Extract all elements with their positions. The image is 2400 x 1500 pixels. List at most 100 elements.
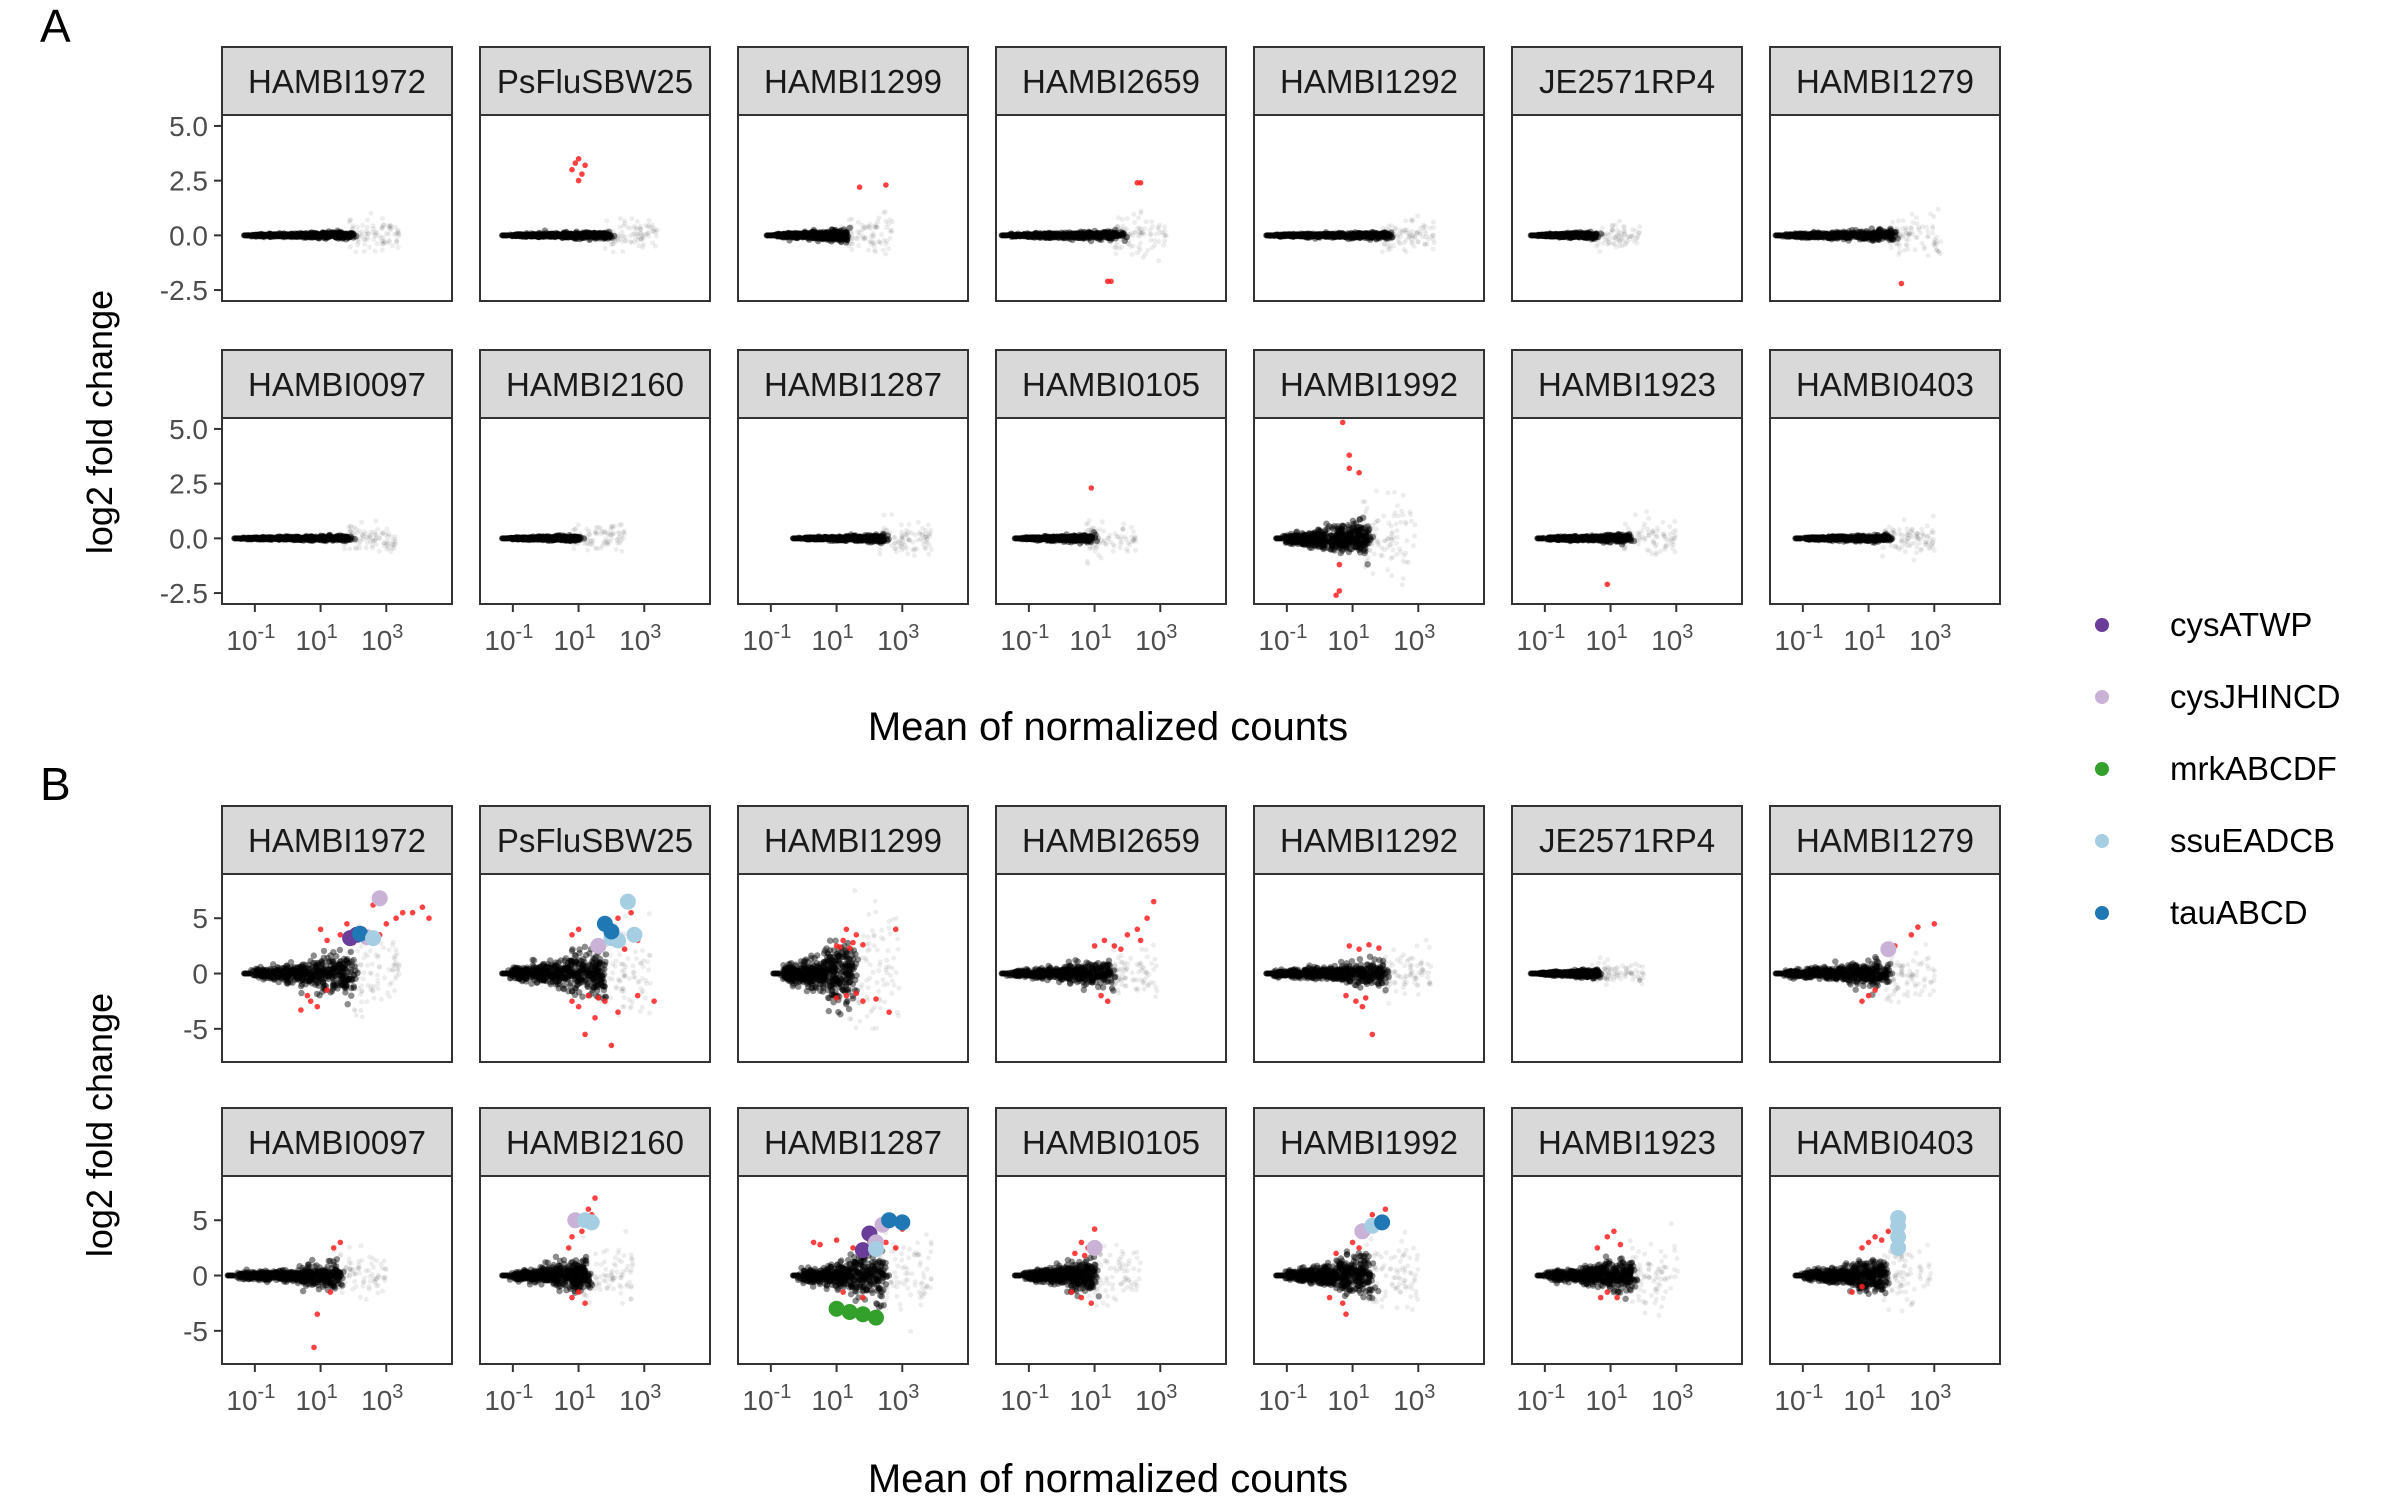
facet-psflusbw25: PsFluSBW25 (480, 47, 710, 301)
background-point (803, 232, 809, 238)
background-point (888, 236, 893, 241)
background-point (876, 216, 881, 221)
background-point (1630, 227, 1635, 232)
background-point (286, 535, 292, 541)
background-point (548, 233, 554, 239)
background-point (1349, 234, 1355, 240)
background-point (796, 232, 802, 238)
background-point (362, 242, 367, 247)
background-point (1606, 232, 1611, 237)
background-point (1910, 212, 1915, 217)
background-point (537, 233, 543, 239)
background-point (1072, 234, 1078, 240)
background-point (1635, 233, 1640, 238)
background-point (865, 224, 870, 229)
background-point (1896, 231, 1901, 236)
background-point (1263, 232, 1269, 238)
facet-strip-label: HAMBI1299 (764, 63, 942, 100)
background-point (513, 233, 519, 239)
facet-strip-label: JE2571RP4 (1539, 63, 1715, 100)
background-point (1889, 245, 1894, 250)
background-point (1896, 218, 1901, 223)
background-point (1920, 241, 1925, 246)
background-point (1904, 242, 1909, 247)
background-point (1302, 232, 1308, 238)
background-point (1156, 225, 1161, 230)
background-point (1148, 232, 1153, 237)
background-point (1138, 211, 1143, 216)
background-point (1932, 237, 1937, 242)
background-point (325, 535, 331, 541)
background-point (1773, 232, 1779, 238)
background-point (1138, 241, 1143, 246)
background-point (1415, 214, 1420, 219)
background-point (1924, 225, 1929, 230)
background-point (1050, 232, 1056, 238)
background-point (373, 249, 378, 254)
y-axis-label-a: log2 fold change (79, 290, 120, 554)
background-point (646, 218, 651, 223)
background-point (374, 241, 379, 246)
background-point (342, 546, 347, 551)
background-point (1793, 233, 1799, 239)
background-point (1418, 226, 1423, 231)
background-point (1393, 226, 1398, 231)
background-point (855, 237, 860, 242)
background-point (359, 520, 364, 525)
background-point (625, 225, 630, 230)
background-point (1391, 243, 1396, 248)
background-point (871, 235, 876, 240)
background-point (1561, 233, 1567, 239)
background-point (1589, 229, 1594, 234)
background-point (356, 239, 361, 244)
background-point (371, 237, 376, 242)
background-point (1410, 234, 1415, 239)
background-point (886, 246, 891, 251)
background-point (1086, 233, 1092, 239)
background-point (269, 535, 275, 541)
background-point (646, 230, 651, 235)
background-point (372, 538, 377, 543)
background-point (1137, 229, 1142, 234)
facet-strip-label: HAMBI0097 (248, 366, 426, 403)
background-point (869, 242, 874, 247)
facet-plot-area (996, 115, 1226, 301)
background-point (1128, 244, 1133, 249)
background-point (1622, 225, 1627, 230)
background-point (1032, 230, 1038, 236)
facet-strip-label: PsFluSBW25 (497, 63, 693, 100)
significant-point (857, 184, 863, 190)
background-point (839, 224, 844, 229)
background-point (364, 545, 369, 550)
background-point (1148, 238, 1153, 243)
background-point (334, 231, 340, 237)
background-point (622, 218, 627, 223)
background-point (1864, 233, 1870, 239)
background-point (1130, 252, 1135, 257)
background-point (1819, 233, 1825, 239)
background-point (1055, 232, 1061, 238)
background-point (876, 239, 881, 244)
background-point (1125, 216, 1130, 221)
background-point (1065, 233, 1071, 239)
background-point (1415, 230, 1420, 235)
background-point (631, 232, 636, 237)
background-point (1926, 253, 1931, 258)
background-point (1597, 249, 1602, 254)
background-point (614, 235, 619, 240)
background-point (276, 534, 282, 540)
background-point (618, 216, 623, 221)
background-point (1380, 249, 1385, 254)
background-point (1843, 232, 1849, 238)
background-point (1925, 229, 1930, 234)
background-point (778, 233, 784, 239)
background-point (1416, 239, 1421, 244)
background-point (1369, 234, 1375, 240)
background-point (351, 535, 356, 540)
background-point (397, 233, 402, 238)
background-point (1383, 236, 1388, 241)
background-point (842, 229, 847, 234)
background-point (1156, 258, 1161, 263)
background-point (1396, 240, 1401, 245)
y-tick-label: 2.5 (169, 166, 208, 197)
